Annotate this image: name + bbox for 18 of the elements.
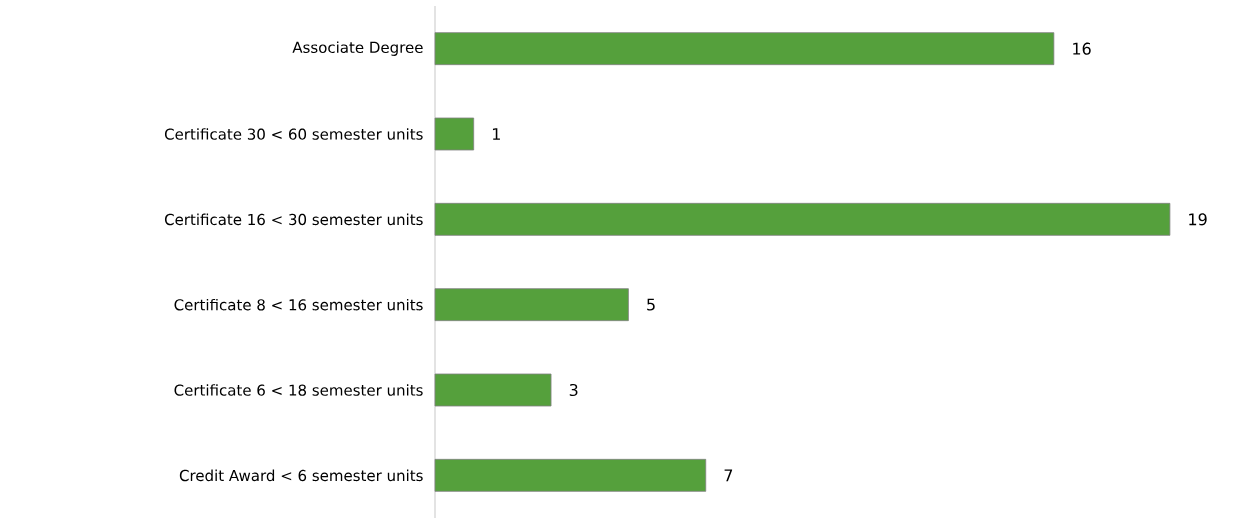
bar: [434, 373, 552, 407]
y-tick-label: Credit Award < 6 semester units: [179, 469, 423, 482]
y-tick-label: Associate Degree: [292, 41, 423, 56]
data-label: 1: [492, 128, 500, 140]
y-tick-label: Certificate 30 < 60 semester units: [164, 128, 423, 140]
bar: [434, 288, 629, 322]
bar: [434, 202, 1171, 236]
bar: [434, 458, 707, 492]
bar: [434, 32, 1055, 66]
y-tick-label: Certificate 6 < 18 semester units: [174, 384, 423, 396]
y-tick-label: Certificate 16 < 30 semester units: [164, 213, 423, 226]
data-label: 19: [1189, 213, 1207, 226]
data-label: 7: [724, 469, 733, 482]
data-label: 5: [647, 298, 655, 311]
data-label: 16: [1073, 42, 1091, 55]
data-label: 3: [569, 383, 578, 397]
y-tick-label: Certificate 8 < 16 semester units: [174, 298, 423, 311]
bar: [434, 117, 475, 151]
